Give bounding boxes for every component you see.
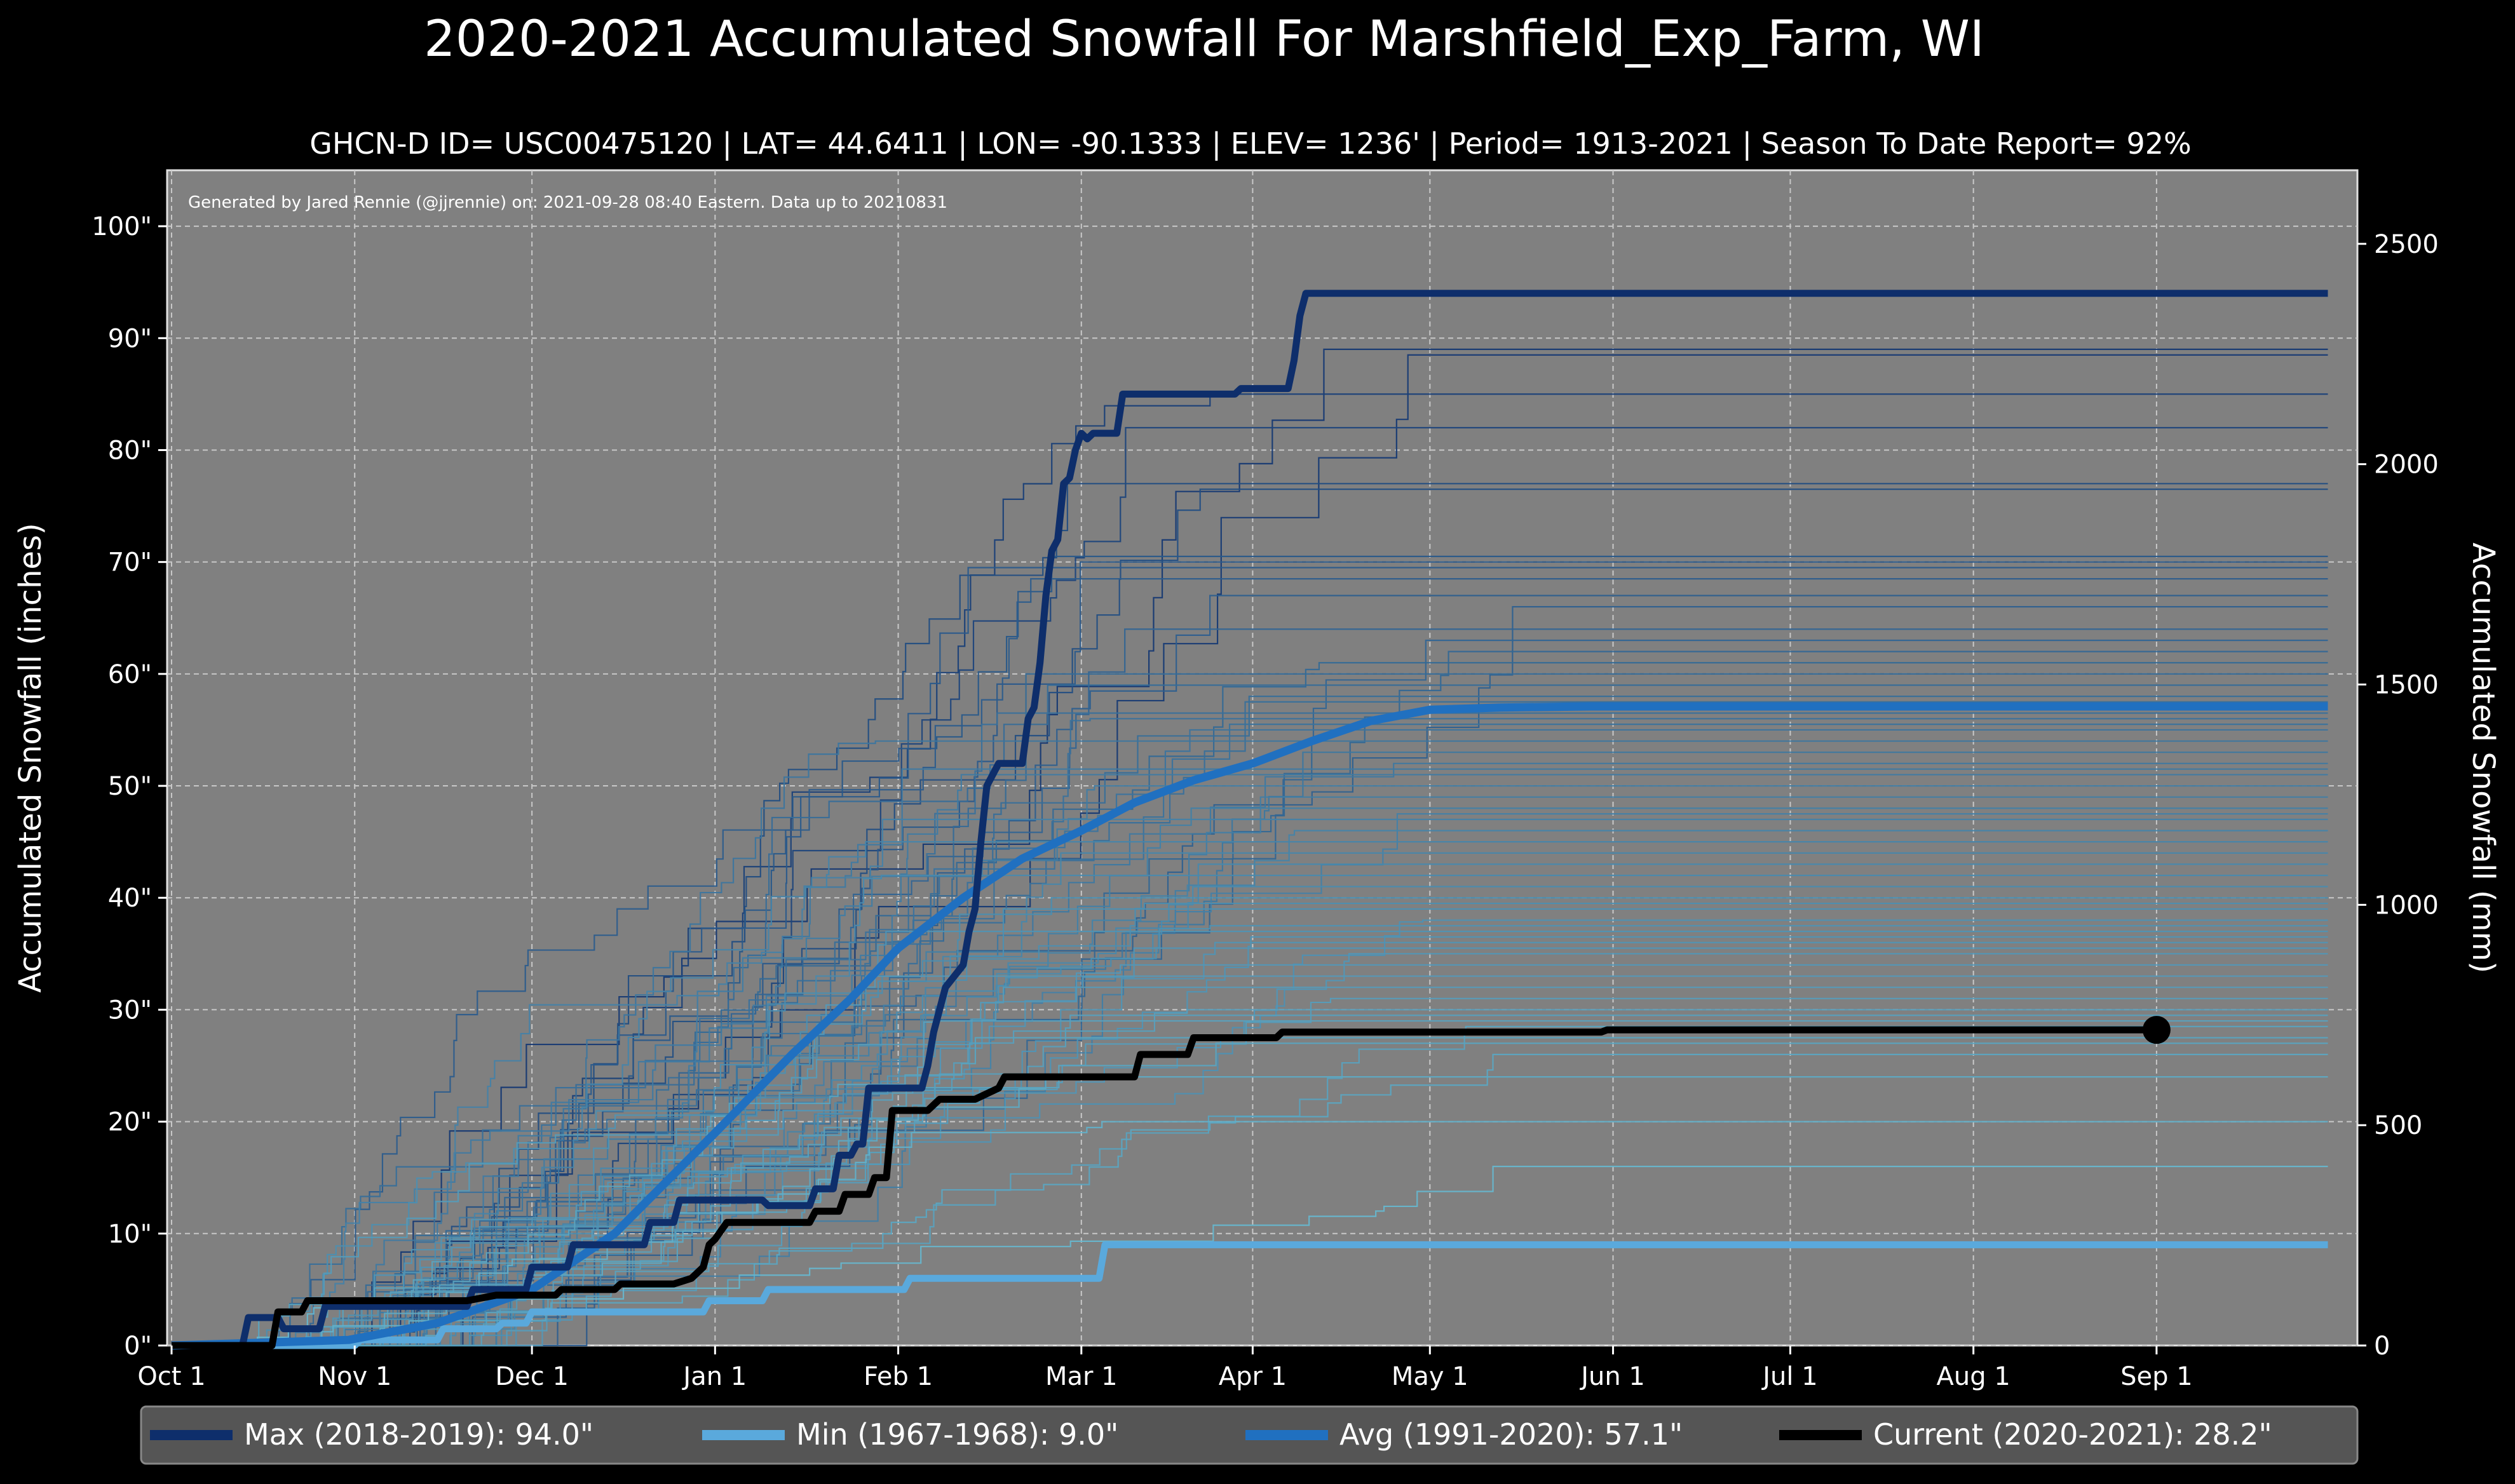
- x-axis: Oct 1 Nov 1 Dec 1 Jan 1 Feb 1 Mar 1 Apr 1 May 1…: [137, 1346, 2193, 1391]
- x-tick-label: Nov 1: [318, 1362, 391, 1391]
- historical-season-line: [172, 427, 2328, 1347]
- historical-season-line: [172, 701, 2328, 1347]
- historical-season-line: [172, 796, 2328, 1347]
- historical-season-line: [172, 841, 2328, 1347]
- historical-season-line: [172, 1009, 2328, 1347]
- y-tick-label-left: 20": [108, 1108, 152, 1137]
- x-tick-label: Sep 1: [2120, 1362, 2193, 1391]
- historical-season-line: [172, 1053, 2328, 1347]
- x-tick-label: Jun 1: [1579, 1362, 1645, 1391]
- y-axis-left-label: Accumulated Snowfall (inches): [13, 523, 48, 993]
- y-tick-label-left: 50": [108, 772, 152, 801]
- y-tick-label-right: 1000: [2374, 891, 2439, 920]
- y-tick-label-left: 30": [108, 995, 152, 1025]
- series-line-max: [172, 290, 2328, 1349]
- y-tick-label-left: 40": [108, 884, 152, 913]
- credit-text: Generated by Jared Rennie (@jjrennie) on…: [188, 193, 947, 212]
- legend: Max (2018-2019): 94.0" Min (1967-1968): 9…: [140, 1405, 2359, 1465]
- x-tick-label: Jul 1: [1761, 1362, 1817, 1391]
- historical-season-line: [172, 931, 2328, 1347]
- x-tick-label: Feb 1: [864, 1362, 933, 1391]
- y-tick-label-left: 60": [108, 660, 152, 689]
- y-tick-label-right: 2000: [2374, 450, 2439, 480]
- y-tick-label-left: 10": [108, 1220, 152, 1249]
- historical-season-line: [172, 987, 2328, 1347]
- series-line-current: [172, 1026, 2157, 1349]
- y-tick-label-right: 1500: [2374, 671, 2439, 700]
- y-tick-label-left: 70": [108, 548, 152, 577]
- x-tick-label: Oct 1: [137, 1362, 205, 1391]
- historical-season-line: [172, 762, 2328, 1347]
- x-tick-label: Mar 1: [1045, 1362, 1118, 1391]
- y-tick-label-left: 90": [108, 324, 152, 353]
- x-tick-label: Dec 1: [495, 1362, 569, 1391]
- chart-subtitle: GHCN-D ID= USC00475120 | LAT= 44.6411 | …: [309, 126, 2192, 161]
- historical-season-line: [172, 1076, 2328, 1347]
- chart-title: 2020-2021 Accumulated Snowfall For Marsh…: [424, 11, 1984, 68]
- historical-season-line: [172, 807, 2328, 1347]
- y-tick-label-left: 0": [124, 1332, 152, 1361]
- historical-season-line: [172, 902, 2328, 1347]
- y-axis-left: 0" 10" 20" 30" 40" 50" 60" 70" 80" 90" 100": [92, 212, 167, 1361]
- historical-season-line: [172, 696, 2328, 1347]
- y-tick-label-right: 500: [2374, 1111, 2422, 1140]
- historical-season-line: [172, 947, 2328, 1347]
- x-tick-label: Aug 1: [1937, 1362, 2010, 1391]
- x-tick-label: Jan 1: [681, 1362, 747, 1391]
- historical-season-line: [172, 489, 2328, 1347]
- y-tick-label-left: 80": [108, 436, 152, 465]
- series-line-avg: [171, 702, 2328, 1350]
- historical-season-line: [172, 752, 2328, 1347]
- historical-season-line: [172, 774, 2328, 1347]
- historical-season-line: [172, 818, 2328, 1347]
- historical-season-line: [172, 577, 2328, 1347]
- series-line-min: [172, 1241, 2328, 1349]
- historical-season-line: [172, 768, 2328, 1347]
- highlight-series-lines: [171, 290, 2328, 1350]
- historical-season-line: [172, 953, 2328, 1347]
- historical-season-line: [172, 712, 2328, 1347]
- x-tick-label: May 1: [1392, 1362, 1468, 1391]
- y-axis-right: 0 500 1000 1500 2000 2500: [2357, 230, 2439, 1361]
- legend-label: Max (2018-2019): 94.0": [244, 1417, 593, 1452]
- historical-season-line: [172, 897, 2328, 1347]
- y-tick-label-left: 100": [92, 212, 152, 241]
- y-tick-label-right: 2500: [2374, 230, 2439, 259]
- y-tick-label-right: 0: [2374, 1332, 2390, 1361]
- current-end-marker: [2142, 1016, 2171, 1044]
- historical-season-line: [172, 936, 2328, 1347]
- legend-label: Min (1967-1968): 9.0": [796, 1417, 1118, 1452]
- historical-season-line: [172, 1121, 2328, 1347]
- legend-label: Current (2020-2021): 28.2": [1873, 1417, 2272, 1452]
- historical-season-line: [172, 852, 2328, 1347]
- x-tick-label: Apr 1: [1219, 1362, 1287, 1391]
- y-axis-right-label: Accumulated Snowfall (mm): [2465, 543, 2501, 973]
- historical-season-line: [172, 555, 2328, 1347]
- legend-label: Avg (1991-2020): 57.1": [1339, 1417, 1683, 1452]
- historical-season-line: [172, 1020, 2328, 1347]
- historical-season-line: [172, 997, 2328, 1347]
